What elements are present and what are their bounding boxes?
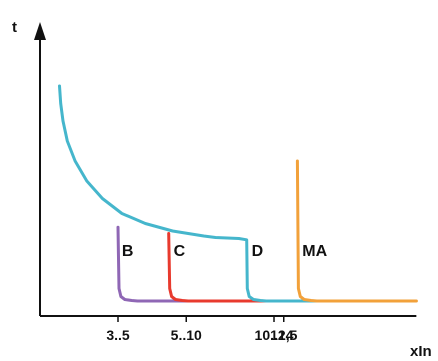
series-line-c [167,232,412,303]
curve-label-b: B [122,243,134,260]
x-axis-title: xIn [410,343,432,360]
annotation-layer: B C D MA [122,243,328,260]
axes [34,22,417,317]
series-line-ma [295,159,418,303]
curve-label-ma: MA [302,243,327,260]
y-axis-title: t [12,19,17,36]
series-layer [58,84,418,303]
x-tick-label-1: 3..5 [106,327,130,343]
y-axis-arrow-icon [34,22,46,40]
x-tick-label-3: 10..14 [255,327,294,343]
x-tick-label-4: 12,5 [270,327,297,343]
curve-label-c: C [174,243,186,260]
curve-label-d: D [252,243,264,260]
series-line-b [116,225,412,303]
x-tick-label-2: 5..10 [171,327,202,343]
series-line-d [58,84,412,303]
